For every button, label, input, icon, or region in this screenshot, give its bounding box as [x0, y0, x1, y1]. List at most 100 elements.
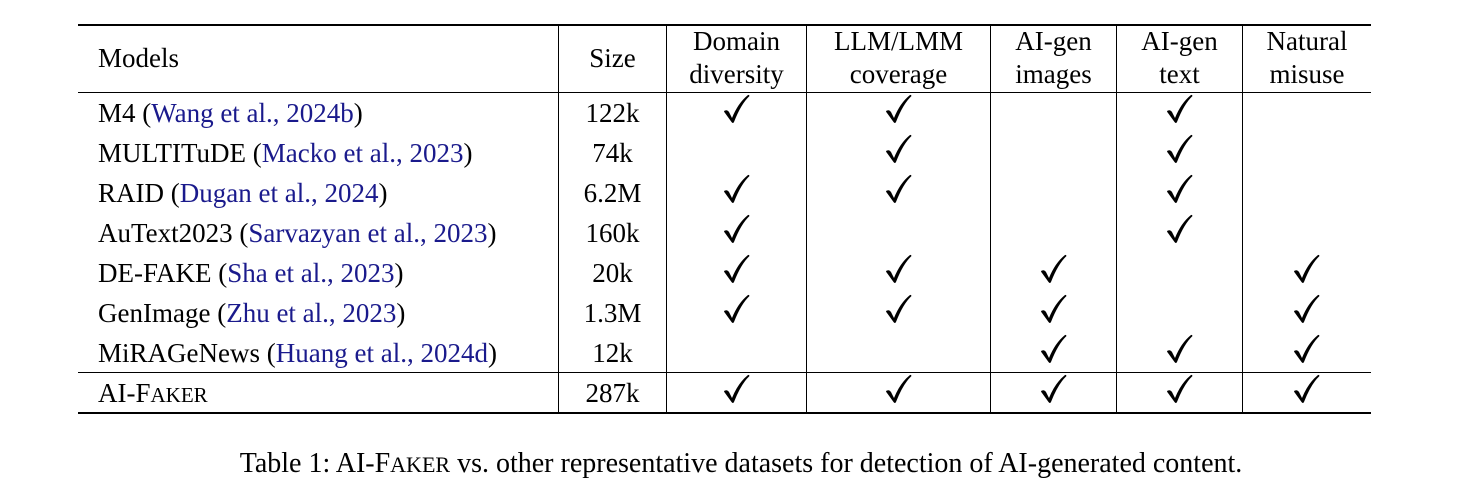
final-row-separator-rule — [78, 372, 1371, 373]
row-check-cell — [721, 93, 751, 125]
checkmark-icon — [1041, 254, 1067, 283]
final-row-check-cell — [883, 373, 913, 405]
row-check-cell — [1038, 333, 1068, 365]
header-llm-line2: coverage — [849, 59, 948, 89]
checkmark-icon — [1294, 374, 1320, 403]
header-domain-line2: diversity — [689, 59, 784, 89]
row-check-cell — [1164, 93, 1194, 125]
row-check-cell — [1164, 133, 1194, 165]
table-bottom-rule — [78, 412, 1371, 414]
model-name: M4 — [98, 98, 136, 128]
header-text-line1: AI-gen — [1141, 26, 1218, 56]
header-models: Models — [98, 43, 179, 73]
header-ai-gen-images: AI-gen images — [991, 25, 1116, 91]
final-row-check-cell — [1038, 373, 1068, 405]
caption-name-prefix: AI-F — [335, 448, 391, 479]
row-check-cell — [1164, 213, 1194, 245]
checkmark-icon — [724, 294, 750, 323]
header-nat-line2: misuse — [1269, 59, 1345, 89]
final-model-smallcaps: AKER — [150, 383, 208, 407]
table-row-size: 74k — [592, 138, 633, 168]
caption-text: vs. other representative datasets for de… — [457, 448, 1243, 479]
table-row-size: 160k — [585, 218, 640, 248]
checkmark-icon — [886, 174, 912, 203]
column-divider-domain — [806, 25, 807, 413]
final-row-check-cell — [1291, 373, 1321, 405]
checkmark-icon — [1294, 334, 1320, 363]
header-bottom-rule — [78, 92, 1371, 93]
row-check-cell — [883, 173, 913, 205]
citation-link[interactable]: Huang et al., 2024d — [275, 338, 488, 368]
checkmark-icon — [1167, 134, 1193, 163]
header-llm-line1: LLM/LMM — [833, 26, 963, 56]
checkmark-icon — [1041, 374, 1067, 403]
citation-link[interactable]: Sarvazyan et al., 2023 — [248, 218, 488, 248]
column-divider-size — [666, 25, 667, 413]
checkmark-icon — [1041, 294, 1067, 323]
row-check-cell — [1291, 253, 1321, 285]
citation-link[interactable]: Wang et al., 2024b — [151, 98, 354, 128]
header-llm-coverage: LLM/LMM coverage — [807, 25, 990, 91]
row-check-cell — [1164, 173, 1194, 205]
final-model-prefix: AI-F — [98, 378, 151, 408]
table-row-size: 20k — [592, 258, 633, 288]
model-name: RAID — [98, 178, 164, 208]
citation-link[interactable]: Macko et al., 2023 — [261, 138, 464, 168]
header-img-line2: images — [1015, 59, 1092, 89]
checkmark-icon — [724, 94, 750, 123]
checkmark-icon — [1167, 334, 1193, 363]
row-check-cell — [883, 133, 913, 165]
column-divider-models — [558, 25, 559, 413]
row-check-cell — [721, 173, 751, 205]
column-divider-llm — [990, 25, 991, 413]
row-check-cell — [721, 253, 751, 285]
header-ai-gen-text: AI-gen text — [1117, 25, 1242, 91]
checkmark-icon — [886, 134, 912, 163]
header-domain-line1: Domain — [693, 26, 780, 56]
row-check-cell — [1038, 293, 1068, 325]
caption-name-smallcaps: AKER — [390, 452, 451, 477]
checkmark-icon — [724, 214, 750, 243]
final-row-size: 287k — [585, 378, 640, 408]
row-check-cell — [883, 93, 913, 125]
row-check-cell — [883, 253, 913, 285]
table-row-model: M4 (Wang et al., 2024b) — [98, 98, 363, 128]
column-divider-text — [1242, 25, 1243, 413]
table-row-model: MULTITuDE (Macko et al., 2023) — [98, 138, 473, 168]
checkmark-icon — [1294, 254, 1320, 283]
header-domain-diversity: Domain diversity — [667, 25, 806, 91]
row-check-cell — [1291, 293, 1321, 325]
citation-link[interactable]: Sha et al., 2023 — [227, 258, 395, 288]
row-check-cell — [1038, 253, 1068, 285]
checkmark-icon — [886, 374, 912, 403]
model-name: GenImage — [98, 298, 211, 328]
checkmark-icon — [886, 254, 912, 283]
checkmark-icon — [724, 174, 750, 203]
final-row-check-cell — [1164, 373, 1194, 405]
checkmark-icon — [1041, 334, 1067, 363]
final-row-model: AI-FAKER — [98, 377, 208, 411]
checkmark-icon — [1167, 174, 1193, 203]
checkmark-icon — [724, 254, 750, 283]
citation-link[interactable]: Zhu et al., 2023 — [226, 298, 397, 328]
header-text-line2: text — [1159, 59, 1200, 89]
table-top-rule — [78, 24, 1371, 26]
table-row-model: RAID (Dugan et al., 2024) — [98, 178, 388, 208]
caption-label: Table 1: — [239, 448, 331, 479]
header-nat-line1: Natural — [1266, 26, 1348, 56]
caption-dataset-name: AI-FAKER — [336, 448, 450, 479]
checkmark-icon — [1294, 294, 1320, 323]
checkmark-icon — [1167, 214, 1193, 243]
table-row-size: 1.3M — [583, 298, 642, 328]
citation-link[interactable]: Dugan et al., 2024 — [179, 178, 379, 208]
checkmark-icon — [724, 374, 750, 403]
header-natural-misuse: Natural misuse — [1243, 25, 1371, 91]
header-img-line1: AI-gen — [1015, 26, 1092, 56]
header-size: Size — [589, 43, 636, 73]
model-name: MiRAGeNews — [98, 338, 260, 368]
column-divider-images — [1116, 25, 1117, 413]
row-check-cell — [1291, 333, 1321, 365]
model-name: DE-FAKE — [98, 258, 212, 288]
table-row-size: 6.2M — [583, 178, 642, 208]
checkmark-icon — [886, 94, 912, 123]
